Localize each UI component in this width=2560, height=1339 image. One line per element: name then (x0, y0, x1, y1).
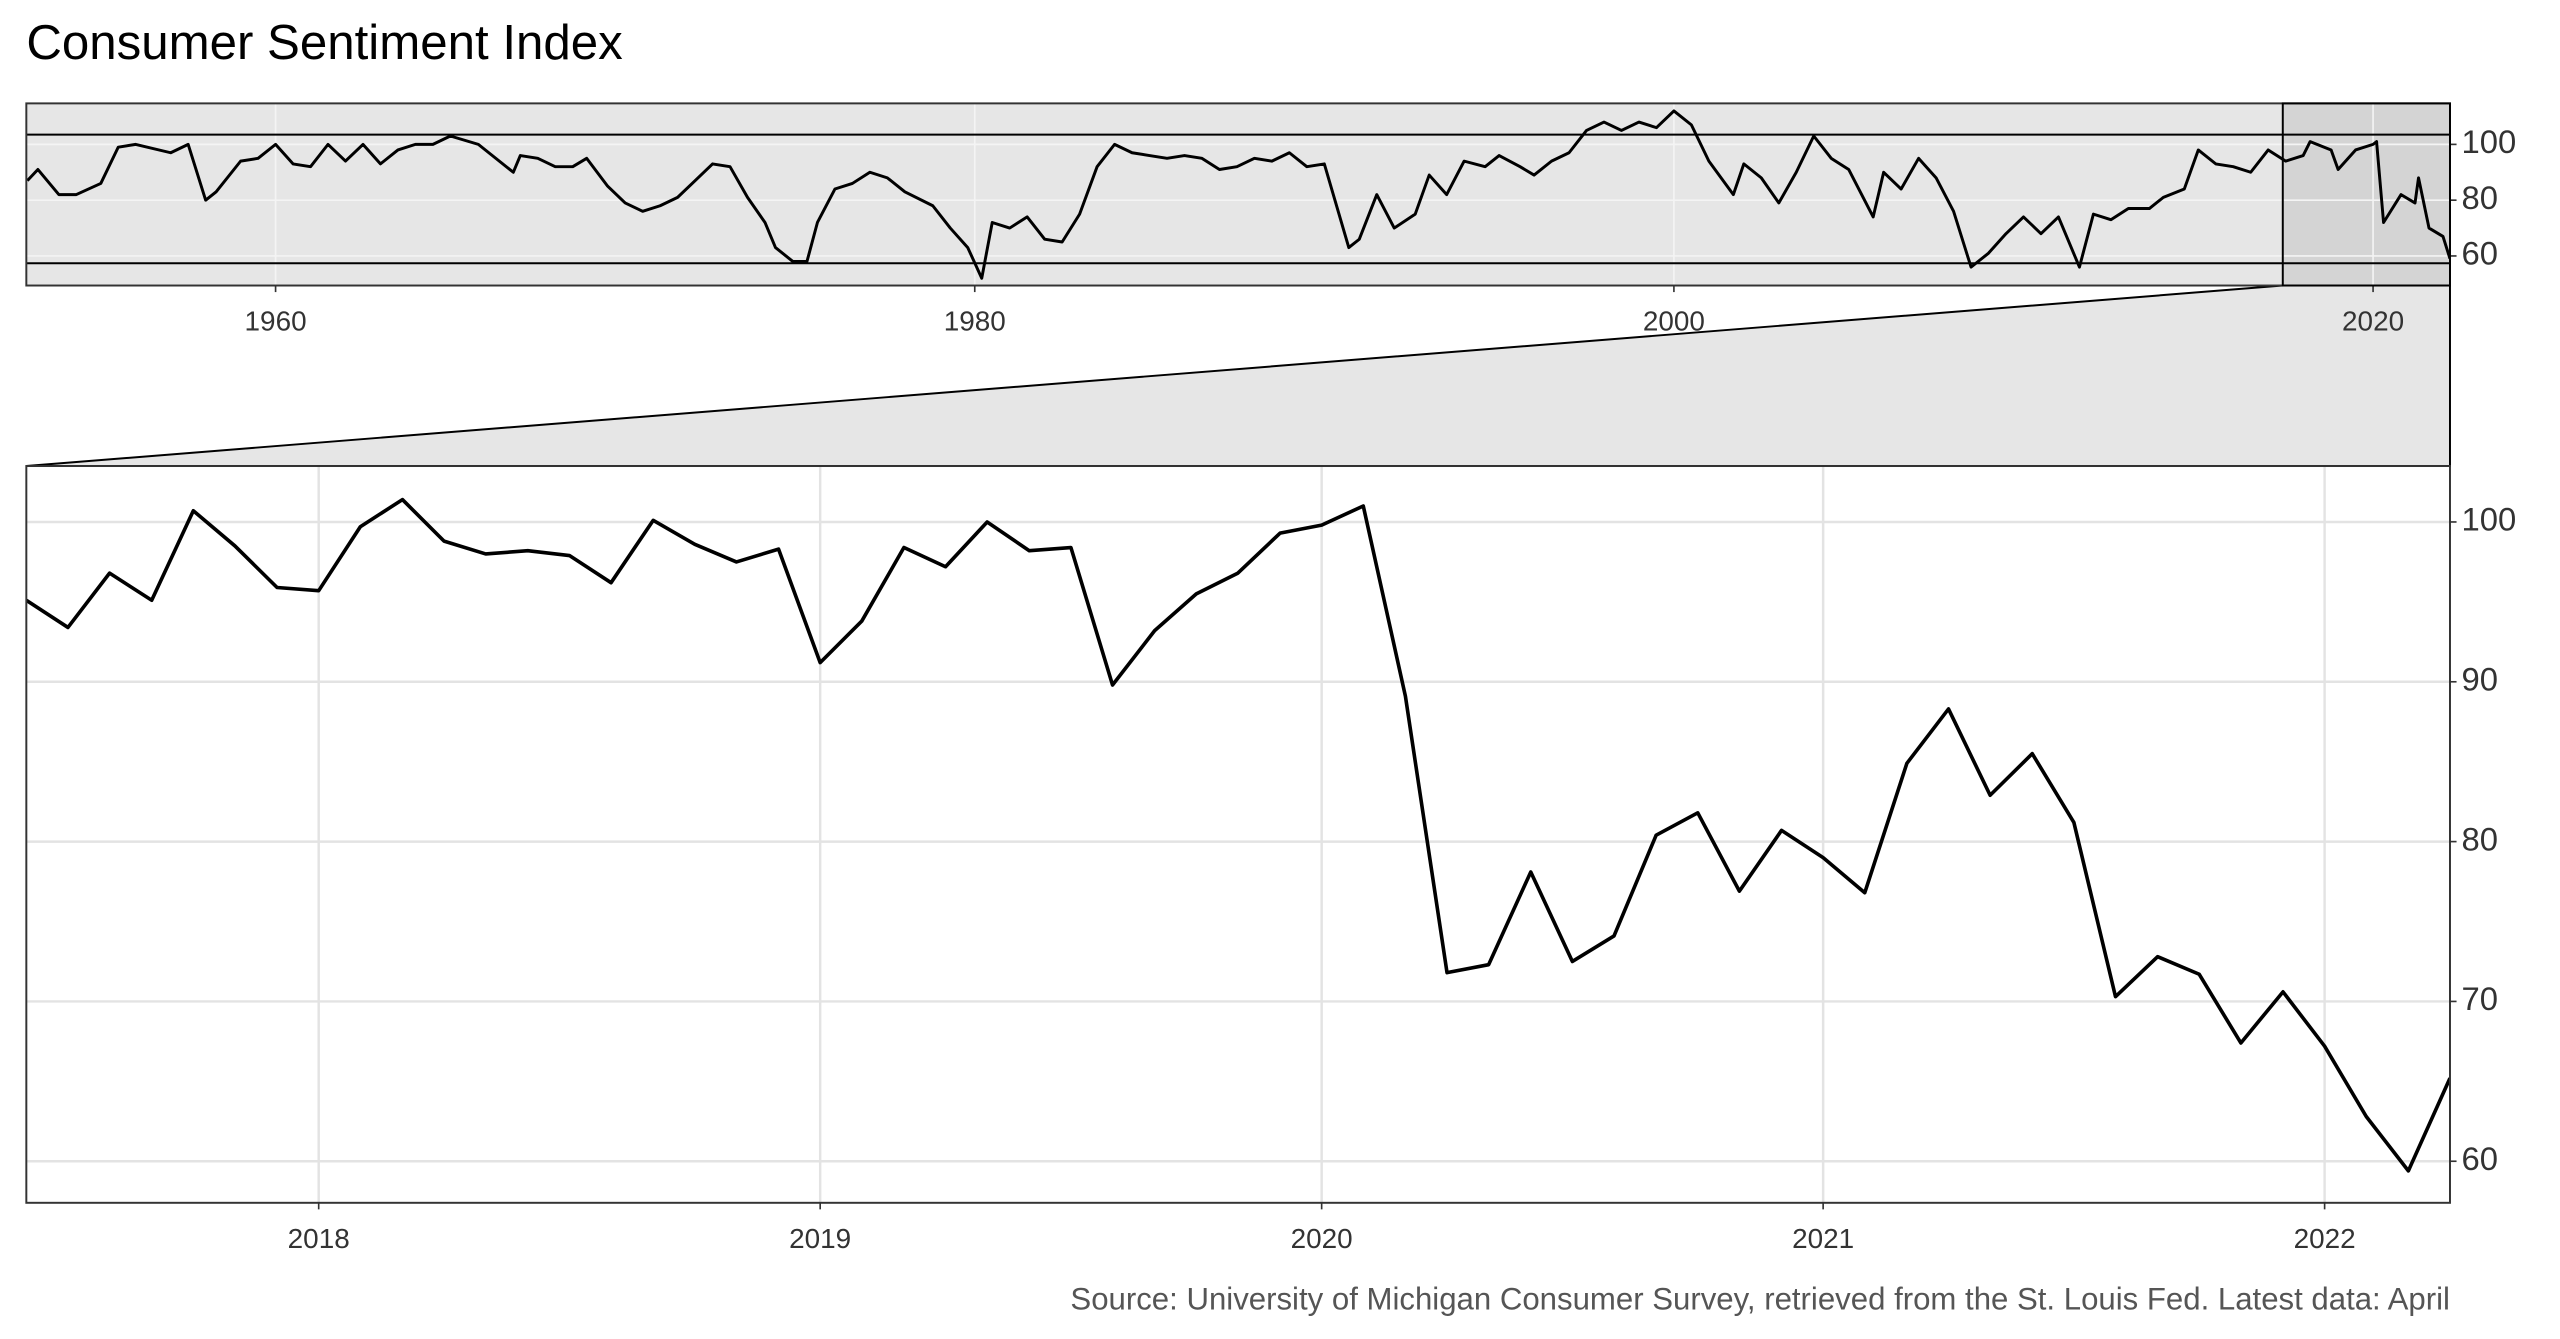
x-tick-label: 1980 (944, 306, 1006, 337)
series-line (26, 497, 2450, 1173)
y-tick-label: 100 (2461, 123, 2516, 160)
x-tick-label: 2020 (2342, 306, 2404, 337)
zoom-selection (2282, 103, 2450, 286)
x-tick-label: 2020 (1291, 1223, 1353, 1254)
zoom-connector (26, 284, 2451, 468)
source-caption: Source: University of Michigan Consumer … (1070, 1281, 2450, 1316)
x-tick-label: 2021 (1792, 1223, 1854, 1254)
panel-border (25, 465, 2451, 1204)
chart-title: Consumer Sentiment Index (26, 15, 623, 70)
panel: 60 70 80 90 100 2018 2019 2020 2021 2022 (25, 465, 2516, 1254)
y-tick-label: 60 (2461, 1140, 2497, 1177)
overview-background (26, 103, 2450, 286)
series-line (26, 109, 2450, 280)
x-tick-label: 2022 (2294, 1223, 2356, 1254)
x-tick-label: 1960 (245, 306, 307, 337)
y-tick-label: 100 (2461, 501, 2516, 538)
y-tick-label: 80 (2461, 820, 2497, 857)
y-tick-label: 90 (2461, 660, 2497, 697)
panel: 60 80 100 1960 1980 2000 2020 (25, 102, 2516, 337)
y-tick-label: 80 (2461, 179, 2497, 216)
y-tick-label: 60 (2461, 235, 2497, 272)
x-tick-label: 2018 (288, 1223, 350, 1254)
y-tick-label: 70 (2461, 980, 2497, 1017)
zoom-selection-border (2281, 102, 2451, 287)
x-tick-label: 2019 (789, 1223, 851, 1254)
x-tick-label: 2000 (1643, 306, 1705, 337)
